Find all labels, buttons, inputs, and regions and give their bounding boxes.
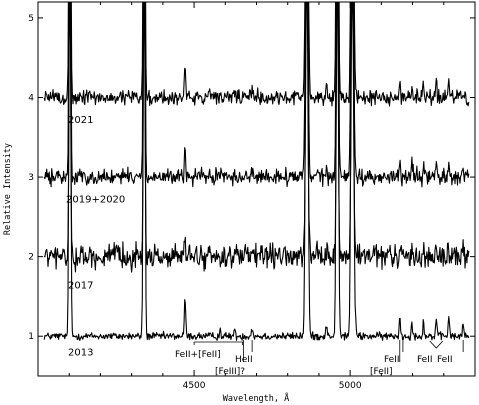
- labels-group: 2013 2017 2019+2020 2021 FeII+[FeII] [FeIII]?…: [66, 115, 464, 377]
- series-line-2021: [43, 2, 470, 107]
- y-tick-label: 4: [28, 93, 34, 103]
- bracket-feii-band: [193, 341, 243, 345]
- series-label-2019+2020: 2019+2020: [66, 195, 125, 206]
- line-id-label: [FeII]: [370, 367, 393, 377]
- y-tick-label: 3: [28, 173, 34, 183]
- series-label-2013: 2013: [68, 347, 93, 358]
- y-axis-label: Relative Intensity: [3, 143, 13, 235]
- x-axis-label: Wavelength, Å: [223, 392, 290, 404]
- line-id-label: [FeIII]?: [215, 367, 245, 377]
- line-id-label: FeII: [417, 355, 433, 365]
- series-line-2019+2020: [43, 2, 470, 188]
- x-tick-label: 4500: [183, 381, 206, 391]
- bracket-feii-5276: [429, 340, 444, 349]
- y-tick-label: 5: [28, 14, 34, 24]
- line-id-label: FeII: [437, 355, 453, 365]
- line-id-label: HeII: [235, 355, 253, 365]
- series-line-2013: [43, 2, 470, 342]
- y-tick-label: 1: [28, 332, 34, 342]
- series-label-2017: 2017: [68, 280, 93, 291]
- y-tick-label: 2: [28, 253, 34, 263]
- axis-ticks: 1 2 3 4 5 4500 5000: [28, 2, 476, 391]
- series-group: [43, 2, 470, 342]
- series-line-2017: [43, 2, 470, 273]
- line-id-label: FeII: [384, 355, 400, 365]
- plot-frame: [37, 1, 476, 377]
- x-tick-label: 5000: [339, 381, 362, 391]
- line-id-label: FeII+[FeII]: [175, 350, 221, 360]
- series-label-2021: 2021: [68, 115, 93, 126]
